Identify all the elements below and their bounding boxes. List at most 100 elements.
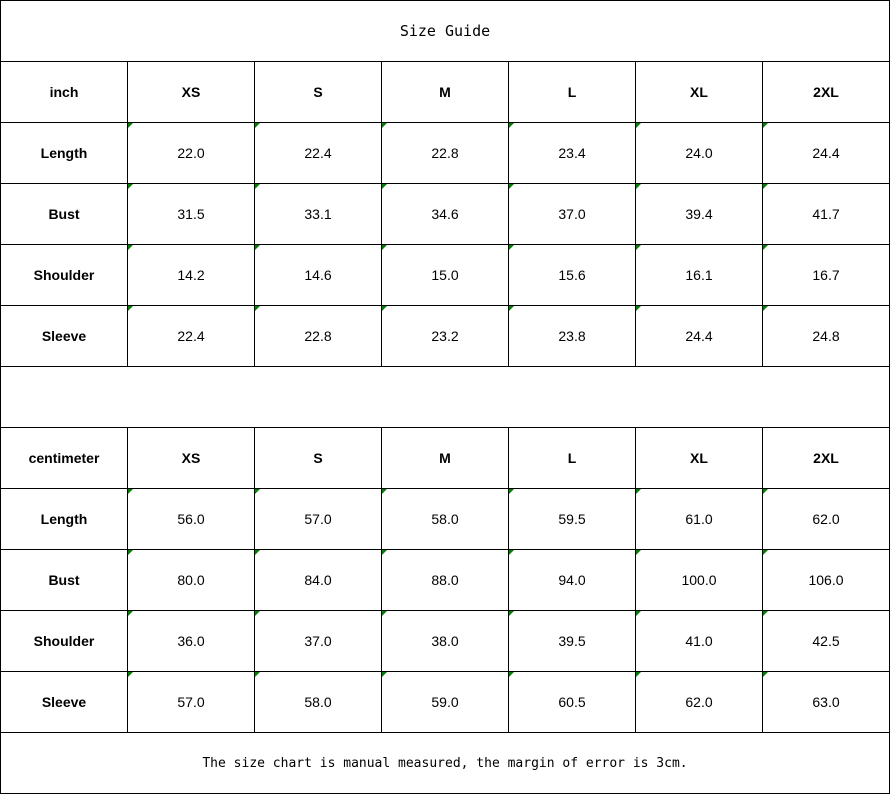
measurement-label: Bust — [0, 549, 128, 611]
cell-marker-icon — [509, 123, 514, 128]
value-cell: 88.0 — [381, 549, 509, 611]
size-header: L — [508, 427, 636, 489]
value-cell: 41.7 — [762, 183, 890, 245]
value-cell: 100.0 — [635, 549, 763, 611]
cell-marker-icon — [763, 245, 768, 250]
value-cell: 24.8 — [762, 305, 890, 367]
table-row: Bust 80.0 84.0 88.0 94.0 100.0 106.0 — [0, 549, 890, 611]
measurement-label: Sleeve — [0, 671, 128, 733]
cell-marker-icon — [509, 550, 514, 555]
value-cell: 31.5 — [127, 183, 255, 245]
value-cell: 62.0 — [762, 488, 890, 550]
note-row: The size chart is manual measured, the m… — [0, 732, 890, 794]
table-row: Bust 31.5 33.1 34.6 37.0 39.4 41.7 — [0, 183, 890, 245]
value-cell: 84.0 — [254, 549, 382, 611]
value-cell: 60.5 — [508, 671, 636, 733]
cell-marker-icon — [763, 672, 768, 677]
size-header: 2XL — [762, 61, 890, 123]
table-row: Shoulder 36.0 37.0 38.0 39.5 41.0 42.5 — [0, 610, 890, 672]
cell-marker-icon — [509, 306, 514, 311]
cell-marker-icon — [763, 550, 768, 555]
header-row: centimeter XS S M L XL 2XL — [0, 427, 890, 489]
value-cell: 39.4 — [635, 183, 763, 245]
cell-marker-icon — [636, 184, 641, 189]
value-cell: 16.1 — [635, 244, 763, 306]
page-title: Size Guide — [0, 0, 890, 62]
value-cell: 34.6 — [381, 183, 509, 245]
value-cell: 59.5 — [508, 488, 636, 550]
cell-marker-icon — [509, 672, 514, 677]
value-cell: 22.8 — [381, 122, 509, 184]
value-cell: 23.8 — [508, 305, 636, 367]
unit-header: inch — [0, 61, 128, 123]
value-cell: 16.7 — [762, 244, 890, 306]
value-cell: 22.0 — [127, 122, 255, 184]
cell-marker-icon — [763, 306, 768, 311]
size-header: XL — [635, 61, 763, 123]
value-cell: 15.6 — [508, 244, 636, 306]
value-cell: 80.0 — [127, 549, 255, 611]
size-header: M — [381, 61, 509, 123]
measurement-label: Shoulder — [0, 244, 128, 306]
value-cell: 22.4 — [254, 122, 382, 184]
size-header: S — [254, 61, 382, 123]
value-cell: 62.0 — [635, 671, 763, 733]
value-cell: 106.0 — [762, 549, 890, 611]
cell-marker-icon — [636, 672, 641, 677]
value-cell: 94.0 — [508, 549, 636, 611]
value-cell: 42.5 — [762, 610, 890, 672]
value-cell: 14.2 — [127, 244, 255, 306]
cell-marker-icon — [763, 611, 768, 616]
cell-marker-icon — [636, 611, 641, 616]
header-row: inch XS S M L XL 2XL — [0, 61, 890, 123]
value-cell: 58.0 — [381, 488, 509, 550]
size-header: XS — [127, 61, 255, 123]
cell-marker-icon — [509, 489, 514, 494]
value-cell: 22.4 — [127, 305, 255, 367]
cell-marker-icon — [763, 123, 768, 128]
cell-marker-icon — [509, 184, 514, 189]
size-header: XS — [127, 427, 255, 489]
measurement-label: Sleeve — [0, 305, 128, 367]
table-row: Length 22.0 22.4 22.8 23.4 24.0 24.4 — [0, 122, 890, 184]
spacer-row — [0, 366, 890, 428]
size-header: XL — [635, 427, 763, 489]
cell-marker-icon — [509, 611, 514, 616]
cell-marker-icon — [128, 245, 133, 250]
value-cell: 36.0 — [127, 610, 255, 672]
cell-marker-icon — [636, 123, 641, 128]
value-cell: 15.0 — [381, 244, 509, 306]
cell-marker-icon — [382, 550, 387, 555]
value-cell: 23.4 — [508, 122, 636, 184]
cell-marker-icon — [382, 123, 387, 128]
title-row: Size Guide — [0, 0, 890, 62]
cell-marker-icon — [382, 489, 387, 494]
measurement-label: Shoulder — [0, 610, 128, 672]
cell-marker-icon — [636, 306, 641, 311]
size-header: L — [508, 61, 636, 123]
cell-marker-icon — [128, 672, 133, 677]
cell-marker-icon — [255, 306, 260, 311]
cell-marker-icon — [382, 184, 387, 189]
cell-marker-icon — [636, 550, 641, 555]
size-header: 2XL — [762, 427, 890, 489]
unit-header: centimeter — [0, 427, 128, 489]
value-cell: 38.0 — [381, 610, 509, 672]
value-cell: 57.0 — [254, 488, 382, 550]
measurement-label: Length — [0, 488, 128, 550]
cell-marker-icon — [255, 489, 260, 494]
measurement-label: Bust — [0, 183, 128, 245]
cell-marker-icon — [255, 245, 260, 250]
cell-marker-icon — [128, 184, 133, 189]
value-cell: 23.2 — [381, 305, 509, 367]
value-cell: 37.0 — [508, 183, 636, 245]
cell-marker-icon — [636, 489, 641, 494]
cell-marker-icon — [763, 184, 768, 189]
value-cell: 39.5 — [508, 610, 636, 672]
value-cell: 33.1 — [254, 183, 382, 245]
cell-marker-icon — [128, 611, 133, 616]
cell-marker-icon — [382, 306, 387, 311]
cell-marker-icon — [128, 123, 133, 128]
table-row: Sleeve 57.0 58.0 59.0 60.5 62.0 63.0 — [0, 671, 890, 733]
